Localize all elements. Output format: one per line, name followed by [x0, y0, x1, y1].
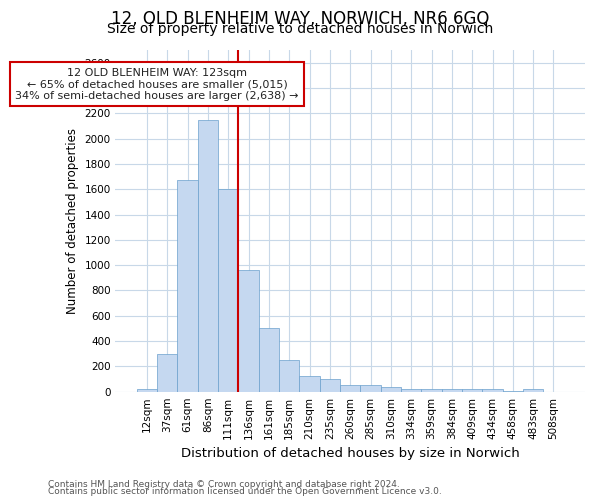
X-axis label: Distribution of detached houses by size in Norwich: Distribution of detached houses by size …: [181, 447, 520, 460]
Bar: [320, 379, 340, 392]
Bar: [361, 386, 381, 392]
Text: 12 OLD BLENHEIM WAY: 123sqm
← 65% of detached houses are smaller (5,015)
34% of : 12 OLD BLENHEIM WAY: 123sqm ← 65% of det…: [16, 68, 299, 101]
Bar: [198, 120, 218, 392]
Bar: [299, 376, 320, 392]
Bar: [218, 189, 238, 392]
Text: 12, OLD BLENHEIM WAY, NORWICH, NR6 6GQ: 12, OLD BLENHEIM WAY, NORWICH, NR6 6GQ: [111, 10, 489, 28]
Text: Contains public sector information licensed under the Open Government Licence v3: Contains public sector information licen…: [48, 487, 442, 496]
Bar: [401, 389, 421, 392]
Text: Size of property relative to detached houses in Norwich: Size of property relative to detached ho…: [107, 22, 493, 36]
Bar: [503, 391, 523, 392]
Bar: [157, 354, 178, 392]
Bar: [523, 388, 544, 392]
Bar: [482, 389, 503, 392]
Bar: [238, 270, 259, 392]
Text: Contains HM Land Registry data © Crown copyright and database right 2024.: Contains HM Land Registry data © Crown c…: [48, 480, 400, 489]
Bar: [137, 388, 157, 392]
Bar: [421, 388, 442, 392]
Bar: [279, 360, 299, 392]
Bar: [462, 389, 482, 392]
Bar: [259, 328, 279, 392]
Bar: [178, 180, 198, 392]
Bar: [442, 389, 462, 392]
Bar: [381, 386, 401, 392]
Y-axis label: Number of detached properties: Number of detached properties: [66, 128, 79, 314]
Bar: [340, 386, 361, 392]
